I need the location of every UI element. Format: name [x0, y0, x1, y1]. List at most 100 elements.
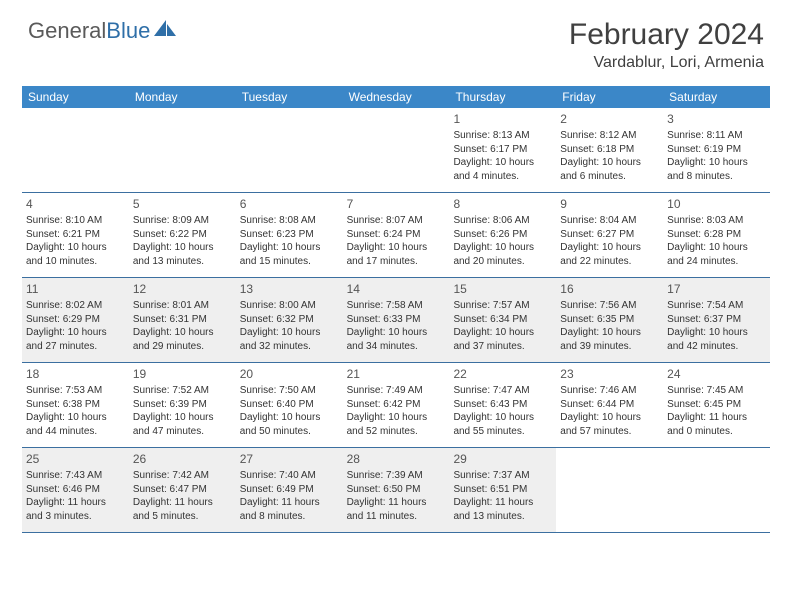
week-row: 4Sunrise: 8:10 AMSunset: 6:21 PMDaylight… — [22, 193, 770, 278]
day-number: 19 — [133, 366, 232, 382]
day-number: 20 — [240, 366, 339, 382]
daylight-text: Daylight: 10 hours and 6 minutes. — [560, 156, 659, 183]
sunrise-text: Sunrise: 8:11 AM — [667, 129, 766, 143]
sunrise-text: Sunrise: 7:58 AM — [347, 299, 446, 313]
day-cell: 1Sunrise: 8:13 AMSunset: 6:17 PMDaylight… — [449, 108, 556, 192]
sunrise-text: Sunrise: 7:37 AM — [453, 469, 552, 483]
month-title: February 2024 — [569, 18, 764, 52]
sunrise-text: Sunrise: 8:07 AM — [347, 214, 446, 228]
daylight-text: Daylight: 11 hours and 3 minutes. — [26, 496, 125, 523]
day-number: 26 — [133, 451, 232, 467]
sunrise-text: Sunrise: 7:46 AM — [560, 384, 659, 398]
dow-cell: Wednesday — [343, 86, 450, 108]
day-number: 8 — [453, 196, 552, 212]
sunset-text: Sunset: 6:39 PM — [133, 398, 232, 412]
daylight-text: Daylight: 10 hours and 27 minutes. — [26, 326, 125, 353]
sunset-text: Sunset: 6:50 PM — [347, 483, 446, 497]
day-cell: 5Sunrise: 8:09 AMSunset: 6:22 PMDaylight… — [129, 193, 236, 277]
day-number: 2 — [560, 111, 659, 127]
daylight-text: Daylight: 10 hours and 42 minutes. — [667, 326, 766, 353]
weeks-container: 1Sunrise: 8:13 AMSunset: 6:17 PMDaylight… — [22, 108, 770, 533]
daylight-text: Daylight: 10 hours and 24 minutes. — [667, 241, 766, 268]
day-cell: 12Sunrise: 8:01 AMSunset: 6:31 PMDayligh… — [129, 278, 236, 362]
dow-cell: Thursday — [449, 86, 556, 108]
daylight-text: Daylight: 10 hours and 44 minutes. — [26, 411, 125, 438]
sunrise-text: Sunrise: 7:56 AM — [560, 299, 659, 313]
sunrise-text: Sunrise: 7:47 AM — [453, 384, 552, 398]
daylight-text: Daylight: 10 hours and 4 minutes. — [453, 156, 552, 183]
day-cell — [663, 448, 770, 532]
day-number: 7 — [347, 196, 446, 212]
sunset-text: Sunset: 6:21 PM — [26, 228, 125, 242]
sunrise-text: Sunrise: 7:40 AM — [240, 469, 339, 483]
day-cell: 29Sunrise: 7:37 AMSunset: 6:51 PMDayligh… — [449, 448, 556, 532]
day-cell — [129, 108, 236, 192]
sunrise-text: Sunrise: 7:39 AM — [347, 469, 446, 483]
calendar: SundayMondayTuesdayWednesdayThursdayFrid… — [22, 86, 770, 533]
sunset-text: Sunset: 6:51 PM — [453, 483, 552, 497]
day-number: 9 — [560, 196, 659, 212]
sunrise-text: Sunrise: 7:42 AM — [133, 469, 232, 483]
daylight-text: Daylight: 10 hours and 15 minutes. — [240, 241, 339, 268]
day-cell: 28Sunrise: 7:39 AMSunset: 6:50 PMDayligh… — [343, 448, 450, 532]
week-row: 25Sunrise: 7:43 AMSunset: 6:46 PMDayligh… — [22, 448, 770, 533]
sunrise-text: Sunrise: 8:02 AM — [26, 299, 125, 313]
sunset-text: Sunset: 6:40 PM — [240, 398, 339, 412]
day-cell: 19Sunrise: 7:52 AMSunset: 6:39 PMDayligh… — [129, 363, 236, 447]
daylight-text: Daylight: 10 hours and 22 minutes. — [560, 241, 659, 268]
day-number: 28 — [347, 451, 446, 467]
day-number: 22 — [453, 366, 552, 382]
day-cell: 27Sunrise: 7:40 AMSunset: 6:49 PMDayligh… — [236, 448, 343, 532]
sunset-text: Sunset: 6:46 PM — [26, 483, 125, 497]
day-cell: 14 Sunrise: 7:58 AMSunset: 6:33 PMDayligh… — [343, 278, 450, 362]
day-cell: 9 Sunrise: 8:04 AMSunset: 6:27 PMDaylight… — [556, 193, 663, 277]
day-number: 14 — [347, 281, 446, 297]
daylight-text: Daylight: 11 hours and 13 minutes. — [453, 496, 552, 523]
daylight-text: Daylight: 10 hours and 37 minutes. — [453, 326, 552, 353]
daylight-text: Daylight: 10 hours and 52 minutes. — [347, 411, 446, 438]
day-cell: 10Sunrise: 8:03 AMSunset: 6:28 PMDayligh… — [663, 193, 770, 277]
day-cell: 20Sunrise: 7:50 AMSunset: 6:40 PMDayligh… — [236, 363, 343, 447]
sunrise-text: Sunrise: 7:53 AM — [26, 384, 125, 398]
day-cell: 6Sunrise: 8:08 AMSunset: 6:23 PMDaylight… — [236, 193, 343, 277]
sunset-text: Sunset: 6:43 PM — [453, 398, 552, 412]
sunrise-text: Sunrise: 8:10 AM — [26, 214, 125, 228]
dow-cell: Saturday — [663, 86, 770, 108]
sunrise-text: Sunrise: 8:00 AM — [240, 299, 339, 313]
sunrise-text: Sunrise: 7:49 AM — [347, 384, 446, 398]
day-number: 13 — [240, 281, 339, 297]
sunset-text: Sunset: 6:47 PM — [133, 483, 232, 497]
daylight-text: Daylight: 11 hours and 0 minutes. — [667, 411, 766, 438]
day-number: 21 — [347, 366, 446, 382]
sunrise-text: Sunrise: 8:12 AM — [560, 129, 659, 143]
day-number: 18 — [26, 366, 125, 382]
sunset-text: Sunset: 6:33 PM — [347, 313, 446, 327]
daylight-text: Daylight: 10 hours and 34 minutes. — [347, 326, 446, 353]
daylight-text: Daylight: 11 hours and 5 minutes. — [133, 496, 232, 523]
day-cell: 25Sunrise: 7:43 AMSunset: 6:46 PMDayligh… — [22, 448, 129, 532]
day-number: 27 — [240, 451, 339, 467]
daylight-text: Daylight: 10 hours and 13 minutes. — [133, 241, 232, 268]
sunset-text: Sunset: 6:27 PM — [560, 228, 659, 242]
sunrise-text: Sunrise: 8:04 AM — [560, 214, 659, 228]
sunset-text: Sunset: 6:32 PM — [240, 313, 339, 327]
day-number: 6 — [240, 196, 339, 212]
daylight-text: Daylight: 10 hours and 39 minutes. — [560, 326, 659, 353]
sunrise-text: Sunrise: 7:43 AM — [26, 469, 125, 483]
sunset-text: Sunset: 6:42 PM — [347, 398, 446, 412]
day-number: 5 — [133, 196, 232, 212]
day-cell — [22, 108, 129, 192]
sunset-text: Sunset: 6:18 PM — [560, 143, 659, 157]
day-number: 1 — [453, 111, 552, 127]
day-cell: 22Sunrise: 7:47 AMSunset: 6:43 PMDayligh… — [449, 363, 556, 447]
daylight-text: Daylight: 10 hours and 29 minutes. — [133, 326, 232, 353]
week-row: 11Sunrise: 8:02 AMSunset: 6:29 PMDayligh… — [22, 278, 770, 363]
header: GeneralBlue February 2024 Vardablur, Lor… — [0, 0, 792, 80]
day-number: 3 — [667, 111, 766, 127]
day-cell: 17Sunrise: 7:54 AMSunset: 6:37 PMDayligh… — [663, 278, 770, 362]
sunset-text: Sunset: 6:26 PM — [453, 228, 552, 242]
sunset-text: Sunset: 6:49 PM — [240, 483, 339, 497]
day-cell — [556, 448, 663, 532]
sunset-text: Sunset: 6:34 PM — [453, 313, 552, 327]
sunrise-text: Sunrise: 7:45 AM — [667, 384, 766, 398]
